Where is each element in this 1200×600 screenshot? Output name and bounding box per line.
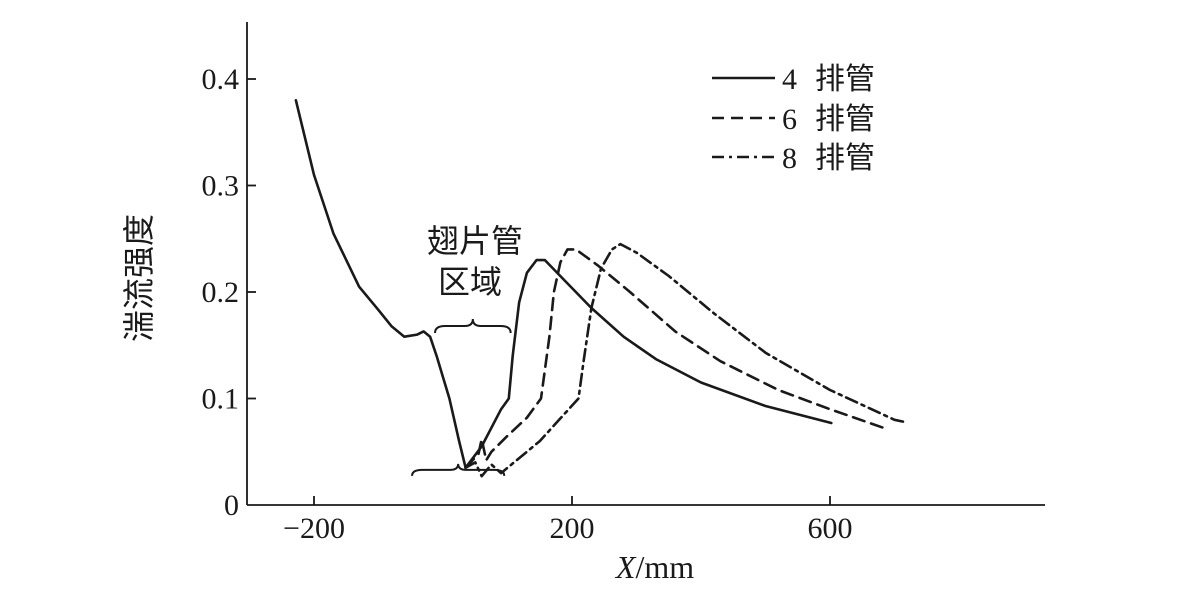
annotation-brace — [434, 318, 512, 334]
annotation: 翅片管 区域 — [427, 222, 523, 334]
legend-number-8: 8 — [782, 142, 797, 175]
x-tick-label: 600 — [808, 512, 853, 545]
y-tick-label: 0.2 — [202, 276, 240, 309]
legend-label-8: 排管 — [815, 141, 875, 176]
legend: 4 排管 6 排管 8 排管 — [712, 62, 875, 176]
legend-number-4: 4 — [782, 63, 797, 96]
series-line-8-rows — [464, 242, 906, 478]
legend-number-6: 6 — [782, 103, 797, 136]
lower-brace — [411, 463, 506, 476]
series-layer — [294, 99, 906, 478]
x-axis-title: X/mm — [614, 549, 694, 585]
x-axis-title-unit: /mm — [635, 549, 694, 585]
y-tick-label: 0.1 — [202, 383, 240, 416]
y-axis-title: 湍流强度 — [120, 214, 158, 342]
legend-label-4: 排管 — [815, 62, 875, 97]
y-ticks: 0 0.1 0.2 0.3 0.4 — [202, 63, 256, 522]
y-tick-label: 0 — [224, 489, 239, 522]
x-ticks: −200 200 600 — [283, 496, 853, 545]
y-tick-label: 0.3 — [202, 170, 240, 203]
series-line-4-rows — [294, 99, 833, 469]
x-axis-title-italic: X — [614, 549, 637, 585]
x-tick-label: 200 — [550, 512, 595, 545]
x-tick-label: −200 — [283, 512, 345, 545]
legend-label-6: 排管 — [815, 102, 875, 137]
annotation-line1: 翅片管 — [427, 222, 523, 260]
series-line-6-rows — [464, 248, 887, 469]
annotation-line2: 区域 — [438, 263, 502, 301]
y-tick-label: 0.4 — [202, 63, 240, 96]
